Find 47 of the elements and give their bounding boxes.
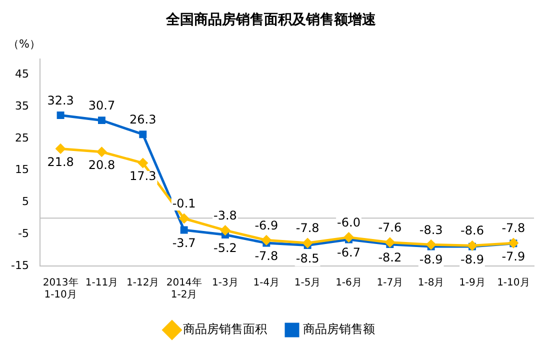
data-label: -3.8 xyxy=(214,208,237,222)
x-tick-label: 1-5月 xyxy=(294,278,321,289)
data-label: 26.3 xyxy=(130,112,156,126)
data-label: 32.3 xyxy=(47,93,74,108)
x-tick-label: 1-8月 xyxy=(418,278,444,289)
data-label: -7.9 xyxy=(502,249,526,264)
y-tick-label: 35 xyxy=(14,99,29,112)
data-label: -8.2 xyxy=(378,250,402,264)
data-label: -6.0 xyxy=(337,215,360,230)
data-label: 17.3 xyxy=(130,169,156,184)
data-label: 30.7 xyxy=(88,98,116,112)
data-label: -7.8 xyxy=(296,221,320,236)
chart-title: 全国商品房销售面积及销售额增速 xyxy=(165,11,377,28)
data-label: -6.9 xyxy=(254,218,278,232)
y-tick-label: -5 xyxy=(18,226,29,240)
y-tick-label: 45 xyxy=(14,68,29,81)
x-tick-label: 1-7月 xyxy=(376,278,404,289)
data-label: -8.9 xyxy=(460,252,484,267)
x-tick-label: 1-6月 xyxy=(336,278,362,289)
data-label: -8.3 xyxy=(419,222,443,237)
x-tick-label: 2014年 1-2月 xyxy=(166,276,202,301)
data-label: -7.8 xyxy=(254,249,278,264)
data-label: -5.2 xyxy=(214,240,237,255)
y-tick-label: 25 xyxy=(14,131,29,144)
data-label: 20.8 xyxy=(88,158,116,172)
x-tick-label: 1-11月 xyxy=(85,278,118,289)
data-label: -7.8 xyxy=(502,221,526,236)
data-label: -3.7 xyxy=(172,236,196,250)
y-tick-label: 15 xyxy=(14,163,29,176)
legend-label: 商品房销售面积 xyxy=(183,322,267,336)
data-label: -8.9 xyxy=(419,252,443,267)
y-axis-title: （%） xyxy=(8,38,40,51)
y-tick-label: -15 xyxy=(11,258,29,272)
x-tick-label: 1-4月 xyxy=(253,278,280,289)
data-label: -7.6 xyxy=(378,220,402,235)
data-label: -0.1 xyxy=(172,196,196,211)
x-tick-label: 1-12月 xyxy=(126,278,160,289)
x-tick-label: 2013年 1-10月 xyxy=(42,276,78,301)
x-tick-label: 1-3月 xyxy=(212,278,238,289)
legend-label: 商品房销售额 xyxy=(303,322,375,336)
data-label: -8.6 xyxy=(460,224,484,238)
data-label: 21.8 xyxy=(47,154,74,169)
y-tick-label: 5 xyxy=(22,195,29,208)
x-tick-label: 1-10月 xyxy=(497,278,530,289)
data-label: -6.7 xyxy=(337,246,360,260)
data-label: -8.5 xyxy=(296,251,320,266)
x-tick-label: 1-9月 xyxy=(459,278,486,289)
